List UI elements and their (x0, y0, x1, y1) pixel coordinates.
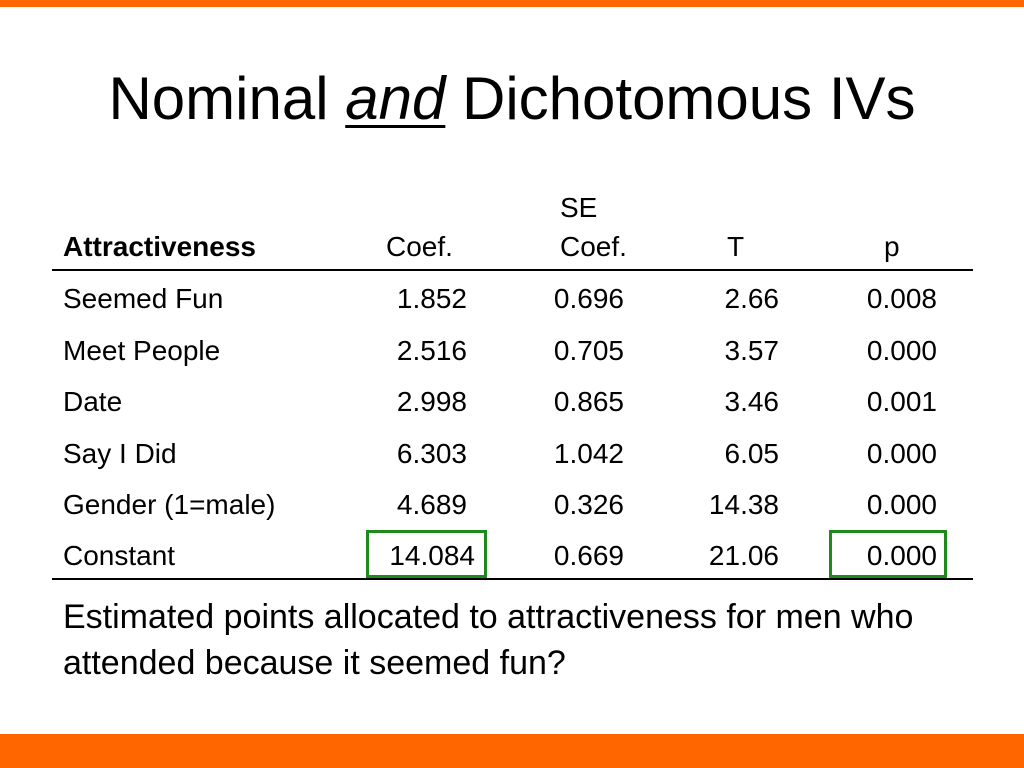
row-label: Say I Did (63, 438, 177, 469)
header-p: p (884, 231, 900, 262)
row-se: 0.669 (553, 540, 624, 571)
bottom-rule (52, 578, 973, 580)
title-part-1: Nominal (108, 65, 346, 132)
row-t: 14.38 (708, 489, 779, 520)
row-label: Meet People (63, 335, 221, 366)
row-coef: 2.998 (396, 386, 467, 417)
row-label: Date (63, 386, 123, 417)
row-p: 0.001 (866, 386, 937, 417)
row-p: 0.000 (866, 489, 937, 520)
row-se: 0.865 (553, 386, 624, 417)
row-se: 1.042 (553, 438, 624, 469)
row-coef: 14.084 (389, 540, 475, 571)
header-se-top: SE (560, 192, 598, 223)
row-t: 21.06 (708, 540, 779, 571)
row-coef: 1.852 (396, 283, 467, 314)
row-se: 0.696 (553, 283, 624, 314)
row-coef: 2.516 (396, 335, 467, 366)
title-emphasis: and (345, 65, 446, 132)
top-accent-bar (0, 0, 1024, 7)
row-t: 3.57 (724, 335, 780, 366)
header-coef: Coef. (386, 231, 453, 262)
header-rule (52, 269, 973, 271)
constant-p-highlight (829, 530, 947, 578)
question-text: Estimated points allocated to attractive… (63, 598, 914, 682)
row-p: 0.000 (866, 540, 937, 571)
row-t: 3.46 (724, 386, 780, 417)
row-se: 0.326 (553, 489, 624, 520)
row-label: Seemed Fun (63, 283, 224, 314)
slide-title: Nominal and Dichotomous IVs (0, 64, 1024, 134)
title-part-2: Dichotomous IVs (445, 65, 916, 132)
row-coef: 6.303 (396, 438, 467, 469)
row-coef: 4.689 (396, 489, 467, 520)
row-p: 0.000 (866, 335, 937, 366)
header-t: T (727, 231, 745, 262)
constant-coef-highlight (366, 530, 487, 578)
row-p: 0.008 (866, 283, 937, 314)
row-se: 0.705 (553, 335, 624, 366)
bottom-accent-bar (0, 734, 1024, 768)
row-t: 6.05 (724, 438, 780, 469)
row-p: 0.000 (866, 438, 937, 469)
row-label: Constant (63, 540, 176, 571)
header-attractiveness: Attractiveness (63, 231, 256, 262)
row-t: 2.66 (724, 283, 780, 314)
row-label: Gender (1=male) (63, 489, 276, 520)
header-se-bottom: Coef. (560, 231, 627, 262)
